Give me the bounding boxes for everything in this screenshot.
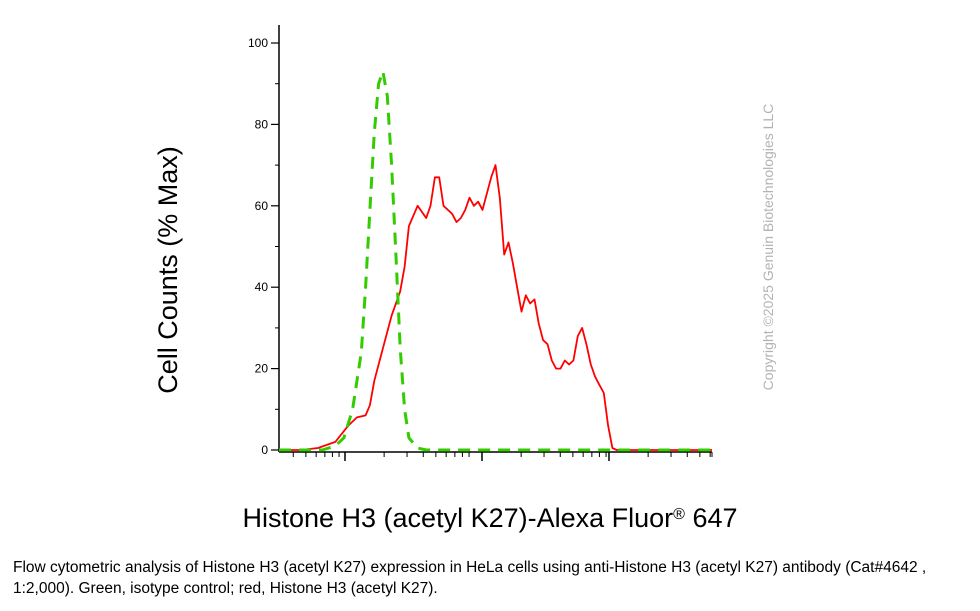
y-ticks: 0 20 40 60 80 100 (248, 36, 279, 457)
series-line-isotype-control (279, 70, 712, 452)
figure-caption: Flow cytometric analysis of Histone H3 (… (13, 559, 927, 597)
x-axis-label-mark: ® (673, 506, 685, 523)
x-axis-label-main: Histone H3 (acetyl K27)-Alexa Fluor (242, 503, 673, 533)
copyright-watermark: Copyright ©2025 Genuin Biotechnologies L… (760, 104, 776, 391)
y-axis-label: Cell Counts (% Max) (153, 146, 183, 394)
y-tick-label: 60 (255, 199, 269, 213)
series-layer (279, 70, 712, 452)
x-axis-label: Histone H3 (acetyl K27)-Alexa Fluor® 647 (242, 503, 737, 533)
y-tick-label: 0 (261, 443, 268, 457)
y-tick-label: 20 (255, 362, 269, 376)
y-tick-label: 40 (255, 280, 269, 294)
x-ticks (292, 452, 713, 461)
y-tick-label: 80 (255, 117, 269, 131)
x-axis-label-suffix: 647 (685, 503, 738, 533)
y-tick-label: 100 (248, 36, 268, 50)
series-line-histone-h3 (279, 164, 712, 451)
axes (278, 25, 712, 453)
